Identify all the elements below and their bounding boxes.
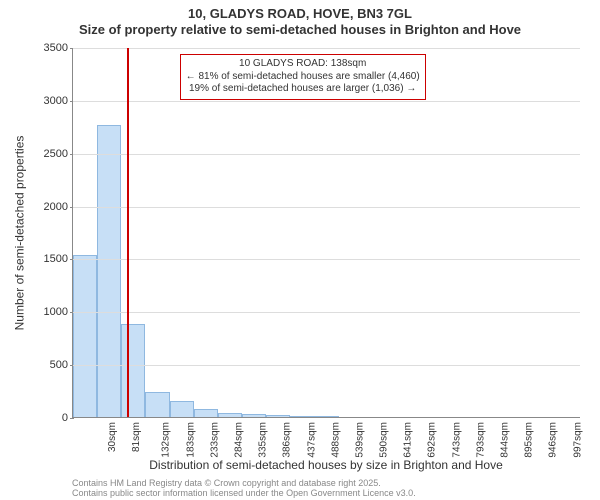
bar (290, 416, 314, 417)
y-tick-label: 2000 (44, 201, 68, 213)
bar-slot (73, 48, 97, 417)
x-tick-label: 590sqm (379, 422, 390, 458)
bar-slot (314, 48, 338, 417)
bar (218, 413, 242, 417)
x-tick-label: 30sqm (107, 422, 118, 452)
gridline (73, 259, 580, 260)
bar-slot (483, 48, 507, 417)
bar-slot (411, 48, 435, 417)
y-tick-label: 1000 (44, 306, 68, 318)
annotation-line: 19% of semi-detached houses are larger (… (186, 83, 420, 96)
bar-slot (387, 48, 411, 417)
plot-area: 10 GLADYS ROAD: 138sqm← 81% of semi-deta… (72, 48, 580, 418)
gridline (73, 48, 580, 49)
x-tick-label: 692sqm (427, 422, 438, 458)
bar-slot (556, 48, 580, 417)
bar-slot (435, 48, 459, 417)
bar (194, 409, 218, 417)
y-tick-label: 0 (62, 412, 68, 424)
credits: Contains HM Land Registry data © Crown c… (72, 478, 416, 499)
bar-slot (194, 48, 218, 417)
x-axis: 30sqm 81sqm 132sqm 183sqm 233sqm 284sqm 335sqm… (72, 418, 580, 460)
bar (121, 324, 145, 417)
chart-title-line2: Size of property relative to semi-detach… (0, 22, 600, 38)
annotation-line: ← 81% of semi-detached houses are smalle… (186, 71, 420, 84)
y-axis: 0500100015002000250030003500 (0, 48, 70, 418)
gridline (73, 207, 580, 208)
bar-slot (459, 48, 483, 417)
gridline (73, 365, 580, 366)
bar (242, 414, 266, 417)
x-tick-label: 946sqm (548, 422, 559, 458)
x-tick-label: 844sqm (500, 422, 511, 458)
x-tick-label: 743sqm (451, 422, 462, 458)
x-axis-label: Distribution of semi-detached houses by … (72, 458, 580, 472)
bar-slot (290, 48, 314, 417)
chart-title-line1: 10, GLADYS ROAD, HOVE, BN3 7GL (0, 0, 600, 22)
x-tick-label: 132sqm (161, 422, 172, 458)
annotation-box: 10 GLADYS ROAD: 138sqm← 81% of semi-deta… (180, 54, 426, 100)
bar-slot (218, 48, 242, 417)
credits-line1: Contains HM Land Registry data © Crown c… (72, 478, 416, 488)
chart-container: 10, GLADYS ROAD, HOVE, BN3 7GL Size of p… (0, 0, 600, 500)
x-tick-label: 335sqm (258, 422, 269, 458)
x-tick-label: 437sqm (306, 422, 317, 458)
bar-slot (145, 48, 169, 417)
gridline (73, 312, 580, 313)
y-tick-label: 1500 (44, 253, 68, 265)
bar-slot (339, 48, 363, 417)
bar-slot (532, 48, 556, 417)
bar (170, 401, 194, 417)
bar (145, 392, 169, 417)
x-tick-label: 997sqm (572, 422, 583, 458)
x-tick-label: 81sqm (131, 422, 142, 452)
x-tick-label: 233sqm (209, 422, 220, 458)
marker-line (127, 48, 129, 417)
bar-slot (97, 48, 121, 417)
y-tick-label: 3500 (44, 42, 68, 54)
bar-slot (170, 48, 194, 417)
x-tick-label: 641sqm (403, 422, 414, 458)
annotation-line: 10 GLADYS ROAD: 138sqm (186, 58, 420, 71)
bar-slot (242, 48, 266, 417)
gridline (73, 154, 580, 155)
x-tick-label: 183sqm (185, 422, 196, 458)
x-tick-label: 539sqm (354, 422, 365, 458)
bars-group (73, 48, 580, 417)
bar-slot (266, 48, 290, 417)
bar-slot (121, 48, 145, 417)
gridline (73, 101, 580, 102)
x-tick-label: 284sqm (234, 422, 245, 458)
y-tick-label: 3000 (44, 95, 68, 107)
bar (314, 416, 338, 417)
x-tick-label: 895sqm (524, 422, 535, 458)
bar-slot (363, 48, 387, 417)
y-tick-label: 500 (50, 359, 68, 371)
credits-line2: Contains public sector information licen… (72, 488, 416, 498)
bar (73, 255, 97, 417)
x-tick-label: 793sqm (475, 422, 486, 458)
y-tick-label: 2500 (44, 148, 68, 160)
bar-slot (508, 48, 532, 417)
x-tick-label: 386sqm (282, 422, 293, 458)
bar (97, 125, 121, 417)
x-tick-label: 488sqm (330, 422, 341, 458)
bar (266, 415, 290, 417)
